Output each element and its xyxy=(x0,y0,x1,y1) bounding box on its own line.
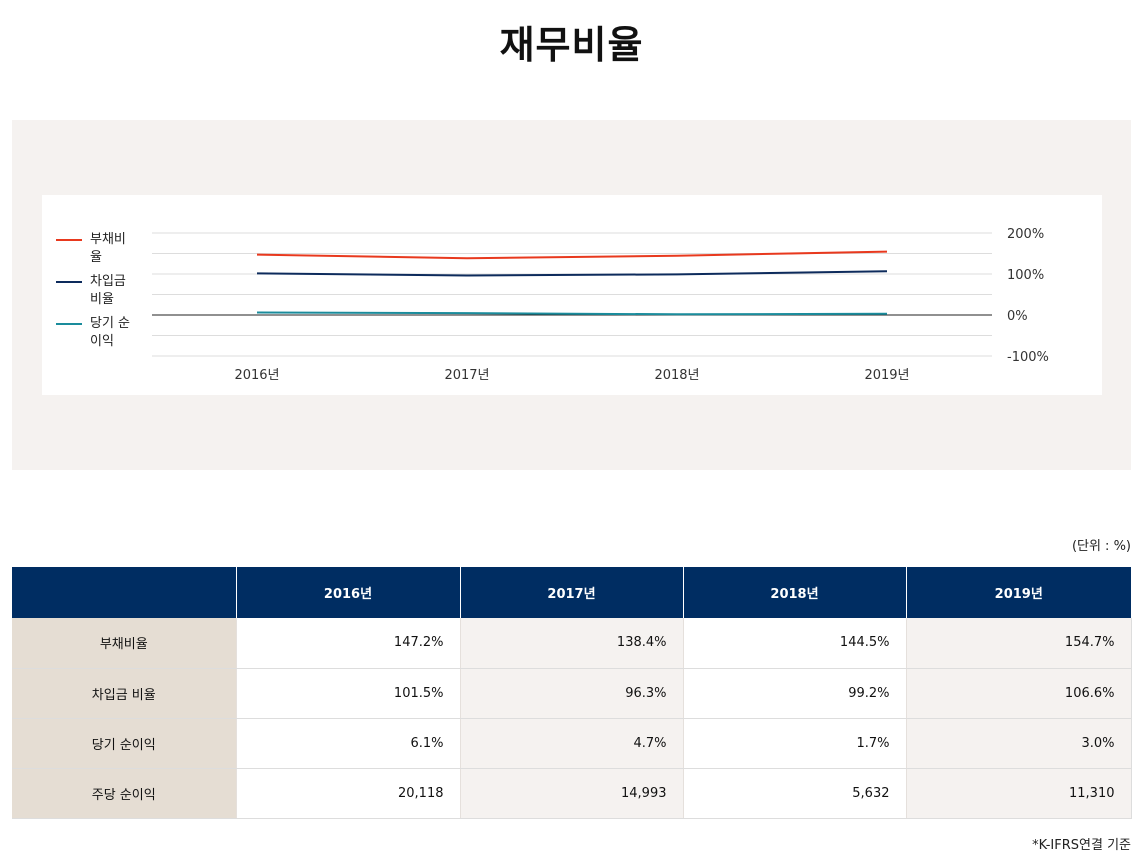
series-line-0[interactable] xyxy=(256,250,888,260)
legend-label: 부채비율 xyxy=(90,232,126,265)
row-label: 부채비율 xyxy=(12,618,237,669)
table-cell: 5,632 xyxy=(683,768,907,819)
y-tick-label: 200% xyxy=(1007,227,1044,242)
legend-label: 차입금 비율 xyxy=(90,274,126,307)
table-cell: 11,310 xyxy=(906,768,1132,819)
legend-swatch xyxy=(56,281,82,283)
table-cell: 106.6% xyxy=(906,668,1132,719)
y-tick-label: 0% xyxy=(1007,309,1028,324)
x-tick-label: 2019년 xyxy=(864,368,909,383)
legend-swatch xyxy=(56,239,82,241)
chart-legend: 부채비율 차입금 비율 당기 순이익 xyxy=(56,231,146,357)
table-cell: 1.7% xyxy=(683,718,907,769)
series-line-1[interactable] xyxy=(256,270,888,277)
unit-note: (단위 : %) xyxy=(1071,539,1131,554)
chart-panel: 200% 100% 0% -100% 2016년 2017년 2018년 2019년 부채비율… xyxy=(12,120,1131,470)
legend-item-borrowing-ratio[interactable]: 차입금 비율 xyxy=(56,273,146,309)
table-cell: 6.1% xyxy=(236,718,461,769)
page-title: 재무비율 xyxy=(499,23,644,67)
legend-swatch xyxy=(56,323,82,325)
row-label: 주당 순이익 xyxy=(12,768,237,819)
chart-card: 200% 100% 0% -100% 2016년 2017년 2018년 2019년 부채비율… xyxy=(42,195,1102,395)
table-cell: 138.4% xyxy=(460,618,684,669)
y-tick-label: -100% xyxy=(1007,350,1049,365)
legend-item-debt-ratio[interactable]: 부채비율 xyxy=(56,231,146,267)
table-cell: 147.2% xyxy=(236,618,461,669)
legend-item-net-income[interactable]: 당기 순이익 xyxy=(56,315,146,351)
table-cell: 99.2% xyxy=(683,668,907,719)
table-cell: 101.5% xyxy=(236,668,461,719)
table-header-cell: 2017년 xyxy=(460,567,684,618)
table-row: 당기 순이익 6.1% 4.7% 1.7% 3.0% xyxy=(12,718,1132,769)
table-cell: 20,118 xyxy=(236,768,461,819)
row-label: 당기 순이익 xyxy=(12,718,237,769)
table-cell: 154.7% xyxy=(906,618,1132,669)
table-header-cell xyxy=(12,567,237,618)
table-header-cell: 2019년 xyxy=(906,567,1131,618)
series-line-2[interactable] xyxy=(256,311,888,316)
footnote: *K-IFRS연결 기준 xyxy=(1032,838,1131,853)
y-tick-label: 100% xyxy=(1007,268,1044,283)
table-row: 주당 순이익 20,118 14,993 5,632 11,310 xyxy=(12,768,1132,819)
table-cell: 4.7% xyxy=(460,718,684,769)
table-cell: 96.3% xyxy=(460,668,684,719)
table-row: 차입금 비율 101.5% 96.3% 99.2% 106.6% xyxy=(12,668,1132,719)
table-header-row: 2016년 2017년 2018년 2019년 xyxy=(12,567,1131,618)
table-row: 부채비율 147.2% 138.4% 144.5% 154.7% xyxy=(12,618,1132,669)
table-cell: 144.5% xyxy=(683,618,907,669)
line-chart: 200% 100% 0% -100% 2016년 2017년 2018년 2019년 xyxy=(152,227,1049,383)
legend-label: 당기 순이익 xyxy=(90,316,131,349)
row-label: 차입금 비율 xyxy=(12,668,237,719)
x-tick-label: 2016년 xyxy=(234,368,279,383)
table-header-cell: 2016년 xyxy=(236,567,461,618)
table-header-cell: 2018년 xyxy=(683,567,907,618)
x-tick-label: 2018년 xyxy=(654,368,699,383)
table-cell: 3.0% xyxy=(906,718,1132,769)
x-tick-label: 2017년 xyxy=(444,368,489,383)
table-cell: 14,993 xyxy=(460,768,684,819)
financial-ratio-table: 2016년 2017년 2018년 2019년 부채비율 147.2% 138.… xyxy=(12,567,1132,819)
